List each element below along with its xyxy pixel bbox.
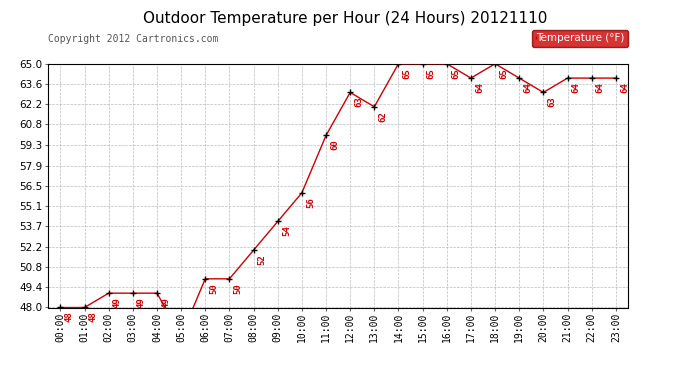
Text: 64: 64 [524,82,533,93]
Text: 64: 64 [620,82,629,93]
Text: 63: 63 [548,97,557,107]
Text: 65: 65 [403,68,412,79]
Text: 50: 50 [234,283,243,294]
Text: 50: 50 [210,283,219,294]
Text: Copyright 2012 Cartronics.com: Copyright 2012 Cartronics.com [48,34,219,44]
Text: 64: 64 [572,82,581,93]
Text: 64: 64 [475,82,484,93]
Text: 46: 46 [0,374,1,375]
Text: 63: 63 [355,97,364,107]
Text: 49: 49 [113,297,122,308]
Text: 65: 65 [451,68,460,79]
Text: 48: 48 [65,312,74,322]
Text: 54: 54 [282,226,291,236]
Text: 64: 64 [596,82,605,93]
Text: Outdoor Temperature per Hour (24 Hours) 20121110: Outdoor Temperature per Hour (24 Hours) … [143,11,547,26]
Text: 49: 49 [161,297,170,308]
Legend: Temperature (°F): Temperature (°F) [532,30,628,47]
Text: 52: 52 [258,254,267,265]
Text: 49: 49 [137,297,146,308]
Text: 56: 56 [306,197,315,208]
Text: 65: 65 [427,68,436,79]
Text: 60: 60 [331,140,339,150]
Text: 65: 65 [500,68,509,79]
Text: 48: 48 [89,312,98,322]
Text: 62: 62 [379,111,388,122]
